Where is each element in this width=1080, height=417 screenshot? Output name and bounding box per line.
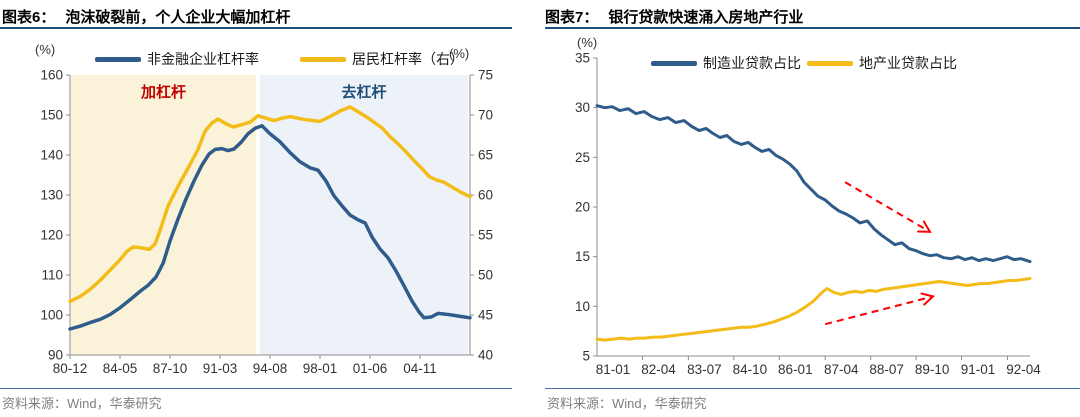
y-right-tick-label: 45	[478, 308, 493, 323]
y-tick-label: 120	[40, 228, 63, 243]
figure6-source: 资料来源：Wind，华泰研究	[2, 396, 162, 411]
figure6-header: 图表6： 泡沫破裂前，个人企业大幅加杠杆	[2, 6, 290, 27]
y-right-tick-label: 60	[478, 188, 493, 203]
trend-arrow-head	[920, 292, 936, 306]
y-tick-label: 15	[575, 249, 590, 264]
x-tick-label: 91-03	[203, 361, 238, 376]
y-tick-label: 30	[575, 100, 590, 115]
figure7-title: 银行贷款快速涌入房地产行业	[608, 9, 804, 26]
x-tick-label: 80-12	[53, 361, 88, 376]
right-chart-axis-unit: (%)	[577, 35, 598, 50]
x-tick-label: 87-10	[153, 361, 188, 376]
x-tick-label: 86-01	[778, 362, 813, 377]
figure7-source-rule	[545, 388, 1080, 389]
figure6-title-rule	[0, 27, 512, 29]
phase-label: 去杠杆	[341, 83, 386, 101]
x-tick-label: 82-04	[641, 362, 676, 377]
y-right-tick-label: 70	[478, 108, 493, 123]
y-tick-label: 100	[40, 308, 63, 323]
x-tick-label: 89-10	[915, 362, 950, 377]
legend-item-manufacturing-loans: 制造业贷款占比	[651, 53, 801, 73]
y-tick-label: 90	[48, 348, 63, 363]
legend-label: 非金融企业杠杆率	[147, 51, 259, 67]
x-tick-label: 94-08	[253, 361, 288, 376]
right-axis-unit: (%)	[449, 46, 470, 61]
legend-label: 制造业贷款占比	[703, 55, 801, 71]
legend-swatch-navy-line	[651, 60, 697, 66]
legend-item-corporate-leverage: 非金融企业杠杆率	[95, 49, 259, 69]
y-tick-label: 10	[575, 299, 590, 314]
phase-label: 加杠杆	[140, 83, 186, 101]
legend-swatch-navy-line	[95, 56, 141, 62]
series-line-navy	[595, 104, 1032, 264]
figure6-title: 泡沫破裂前，个人企业大幅加杠杆	[65, 9, 291, 26]
phase-region	[260, 75, 468, 355]
trend-arrow	[844, 181, 931, 233]
x-tick-label: 83-07	[687, 362, 722, 377]
y-tick-label: 160	[40, 68, 63, 83]
series-line-gold	[68, 105, 472, 304]
y-tick-label: 150	[40, 108, 63, 123]
y-tick-label: 5	[582, 349, 590, 364]
y-tick-label: 25	[575, 150, 590, 165]
figure7-header: 图表7： 银行贷款快速涌入房地产行业	[545, 6, 803, 27]
x-tick-label: 84-10	[733, 362, 768, 377]
x-tick-label: 98-01	[303, 361, 338, 376]
y-right-tick-label: 75	[478, 68, 493, 83]
y-tick-label: 130	[40, 188, 63, 203]
y-right-tick-label: 40	[478, 348, 493, 363]
legend-item-household-leverage: 居民杠杆率（右）	[300, 49, 464, 69]
x-tick-label: 92-04	[1006, 362, 1041, 377]
x-tick-label: 87-04	[824, 362, 859, 377]
figure7-label: 图表7：	[545, 9, 599, 26]
trend-arrow	[824, 295, 934, 326]
figure6-source-rule	[0, 388, 512, 389]
legend-label: 居民杠杆率（右）	[352, 51, 464, 67]
series-line-gold	[595, 277, 1032, 342]
legend-swatch-gold-line	[300, 56, 346, 62]
legend-swatch-gold-line	[807, 60, 853, 66]
y-right-tick-label: 65	[478, 148, 493, 163]
y-right-tick-label: 55	[478, 228, 493, 243]
legend-label: 地产业贷款占比	[859, 55, 957, 71]
x-tick-label: 88-07	[869, 362, 904, 377]
y-tick-label: 20	[575, 200, 590, 215]
figure6-label: 图表6：	[2, 9, 56, 26]
figure7-title-rule	[545, 27, 1080, 29]
trend-arrow-head	[917, 220, 932, 233]
x-tick-label: 01-06	[353, 361, 388, 376]
x-tick-label: 84-05	[103, 361, 138, 376]
y-right-tick-label: 50	[478, 268, 493, 283]
legend-item-realestate-loans: 地产业贷款占比	[807, 53, 957, 73]
left-axis-unit: (%)	[35, 42, 56, 57]
x-tick-label: 81-01	[596, 362, 631, 377]
x-tick-label: 04-11	[403, 361, 437, 376]
series-line-navy	[68, 124, 472, 331]
y-tick-label: 110	[41, 268, 63, 283]
y-tick-label: 35	[575, 51, 590, 66]
x-tick-label: 91-01	[961, 362, 996, 377]
y-tick-label: 140	[40, 148, 63, 163]
figure7-source: 资料来源：Wind，华泰研究	[547, 396, 707, 411]
